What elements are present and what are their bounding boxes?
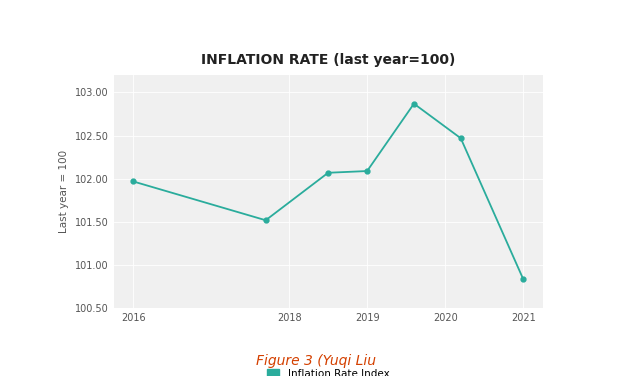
Y-axis label: Last year = 100: Last year = 100: [59, 150, 69, 233]
Title: INFLATION RATE (last year=100): INFLATION RATE (last year=100): [201, 53, 456, 67]
Text: Figure 3 (Yuqi Liu: Figure 3 (Yuqi Liu: [256, 354, 375, 368]
Legend: Inflation Rate Index: Inflation Rate Index: [262, 365, 394, 376]
